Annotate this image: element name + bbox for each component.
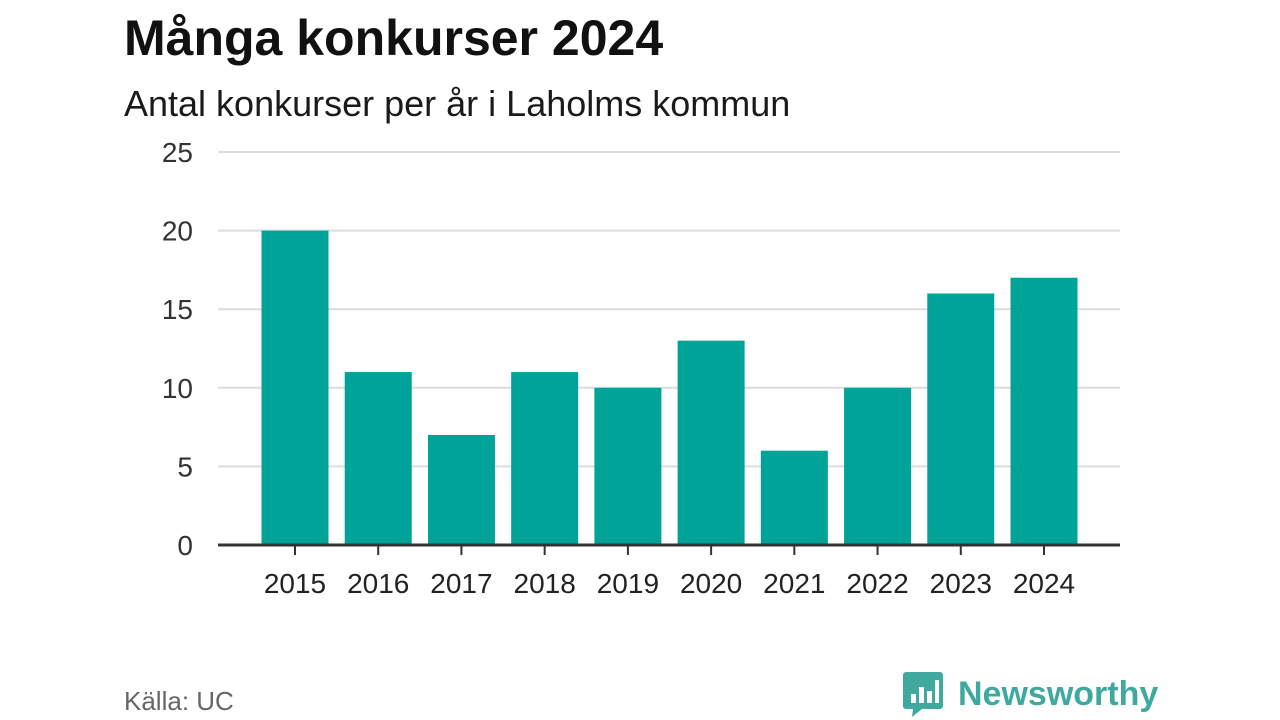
bar-2024 [1010, 277, 1078, 545]
x-tick-label: 2017 [430, 568, 492, 599]
x-tick-label: 2016 [347, 568, 409, 599]
bar-2022 [844, 387, 912, 545]
axes: 0 5 10 15 20 25 2015 2016 2017 2018 2019 2020 2021 20… [162, 137, 1120, 599]
bars [261, 230, 1078, 545]
source-note: Källa: UC [124, 686, 234, 716]
bar-2017 [427, 434, 495, 545]
brand-logo[interactable]: Newsworthy [902, 670, 1158, 718]
x-tick-label: 2023 [930, 568, 992, 599]
newsworthy-logo-icon [903, 672, 943, 717]
brand-name: Newsworthy [958, 674, 1159, 713]
x-tick-label: 2018 [514, 568, 576, 599]
x-tick-label: 2024 [1013, 568, 1075, 599]
y-tick-label: 15 [162, 294, 193, 325]
y-tick-label: 25 [162, 137, 193, 168]
x-tick-label: 2015 [264, 568, 326, 599]
y-tick-label: 5 [177, 451, 193, 482]
y-tick-label: 20 [162, 216, 193, 247]
bar-2016 [344, 372, 412, 545]
x-tick-label: 2022 [846, 568, 908, 599]
bar-2020 [677, 340, 745, 545]
x-tick-label: 2020 [680, 568, 742, 599]
chart-title: Många konkurser 2024 [124, 10, 664, 66]
bar-2018 [511, 372, 579, 545]
bar-2023 [927, 293, 995, 545]
x-tick-label: 2021 [763, 568, 825, 599]
chart-subtitle: Antal konkurser per år i Laholms kommun [124, 83, 791, 124]
y-tick-label: 0 [177, 530, 193, 561]
y-tick-label: 10 [162, 373, 193, 404]
bar-2019 [594, 387, 662, 545]
bar-2021 [760, 450, 828, 545]
bar-2015 [261, 230, 329, 545]
x-tick-label: 2019 [597, 568, 659, 599]
